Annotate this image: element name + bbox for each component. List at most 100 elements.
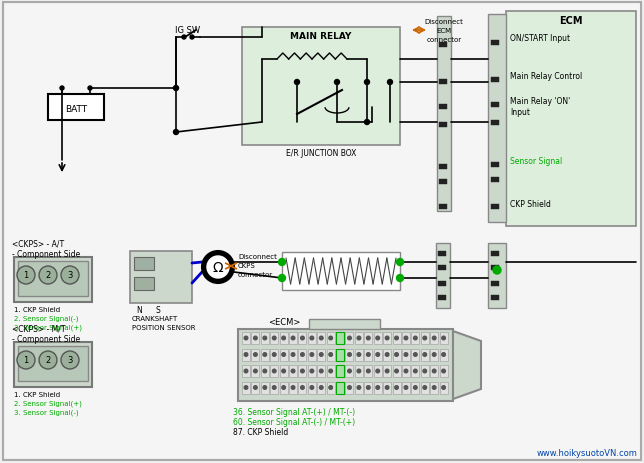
FancyBboxPatch shape	[402, 332, 410, 344]
Circle shape	[366, 337, 370, 340]
FancyBboxPatch shape	[289, 332, 297, 344]
Circle shape	[278, 259, 285, 266]
Text: Sensor Signal: Sensor Signal	[510, 156, 562, 166]
FancyBboxPatch shape	[336, 382, 344, 394]
FancyBboxPatch shape	[491, 41, 499, 46]
Circle shape	[385, 353, 389, 357]
FancyBboxPatch shape	[242, 349, 250, 361]
Circle shape	[404, 386, 408, 389]
FancyBboxPatch shape	[421, 332, 429, 344]
Circle shape	[17, 351, 35, 369]
FancyBboxPatch shape	[393, 332, 401, 344]
FancyBboxPatch shape	[393, 349, 401, 361]
Text: 2: 2	[45, 271, 51, 280]
Text: 1: 1	[23, 356, 28, 365]
FancyBboxPatch shape	[393, 365, 401, 377]
Circle shape	[173, 86, 178, 91]
Text: 36. Sensor Signal AT-(+) / MT-(-): 36. Sensor Signal AT-(+) / MT-(-)	[233, 407, 355, 416]
FancyBboxPatch shape	[402, 365, 410, 377]
FancyBboxPatch shape	[317, 382, 325, 394]
FancyBboxPatch shape	[402, 349, 410, 361]
FancyBboxPatch shape	[134, 257, 154, 270]
Circle shape	[294, 80, 299, 85]
Circle shape	[202, 251, 234, 283]
FancyBboxPatch shape	[336, 365, 344, 377]
FancyBboxPatch shape	[270, 332, 278, 344]
Circle shape	[310, 353, 314, 357]
Circle shape	[442, 353, 446, 357]
Text: 2. Sensor Signal(-): 2. Sensor Signal(-)	[14, 315, 79, 322]
Circle shape	[385, 369, 389, 373]
FancyBboxPatch shape	[251, 332, 260, 344]
FancyBboxPatch shape	[488, 15, 506, 223]
FancyBboxPatch shape	[430, 382, 438, 394]
FancyBboxPatch shape	[308, 382, 316, 394]
FancyBboxPatch shape	[317, 332, 325, 344]
Circle shape	[423, 337, 426, 340]
FancyBboxPatch shape	[289, 365, 297, 377]
FancyBboxPatch shape	[491, 78, 499, 83]
Circle shape	[291, 337, 295, 340]
Text: 2: 2	[45, 356, 51, 365]
Circle shape	[397, 275, 404, 282]
FancyBboxPatch shape	[14, 257, 92, 302]
FancyBboxPatch shape	[308, 332, 316, 344]
FancyBboxPatch shape	[251, 365, 260, 377]
FancyBboxPatch shape	[421, 365, 429, 377]
Circle shape	[413, 353, 417, 357]
Circle shape	[329, 386, 332, 389]
FancyBboxPatch shape	[298, 382, 307, 394]
Circle shape	[376, 337, 379, 340]
FancyBboxPatch shape	[355, 365, 363, 377]
Circle shape	[282, 386, 285, 389]
FancyBboxPatch shape	[355, 382, 363, 394]
FancyBboxPatch shape	[437, 17, 451, 212]
Text: 3. Sensor Signal(+): 3. Sensor Signal(+)	[14, 324, 82, 331]
FancyBboxPatch shape	[421, 349, 429, 361]
FancyBboxPatch shape	[430, 365, 438, 377]
Circle shape	[263, 386, 267, 389]
Circle shape	[413, 337, 417, 340]
Circle shape	[190, 36, 194, 40]
Circle shape	[329, 337, 332, 340]
Text: - Component Side: - Component Side	[12, 250, 80, 258]
Circle shape	[244, 353, 248, 357]
Circle shape	[244, 337, 248, 340]
Circle shape	[348, 337, 351, 340]
Text: 1. CKP Shield: 1. CKP Shield	[14, 307, 60, 313]
FancyBboxPatch shape	[242, 332, 250, 344]
FancyBboxPatch shape	[438, 265, 446, 270]
FancyBboxPatch shape	[365, 382, 372, 394]
FancyBboxPatch shape	[317, 349, 325, 361]
Circle shape	[39, 266, 57, 284]
FancyBboxPatch shape	[327, 365, 335, 377]
Circle shape	[493, 266, 501, 275]
Circle shape	[282, 353, 285, 357]
FancyBboxPatch shape	[355, 332, 363, 344]
Circle shape	[357, 337, 361, 340]
Circle shape	[301, 386, 304, 389]
Circle shape	[388, 80, 392, 85]
Text: 3: 3	[68, 356, 73, 365]
Circle shape	[329, 353, 332, 357]
FancyBboxPatch shape	[491, 178, 499, 182]
FancyBboxPatch shape	[491, 205, 499, 210]
Circle shape	[397, 259, 404, 266]
Circle shape	[432, 386, 436, 389]
Text: CRANKSHAFT: CRANKSHAFT	[132, 315, 178, 321]
FancyBboxPatch shape	[130, 251, 192, 303]
FancyBboxPatch shape	[336, 382, 344, 394]
FancyBboxPatch shape	[412, 349, 419, 361]
FancyBboxPatch shape	[270, 365, 278, 377]
FancyBboxPatch shape	[439, 80, 447, 85]
Circle shape	[432, 337, 436, 340]
FancyBboxPatch shape	[374, 382, 382, 394]
Circle shape	[338, 353, 342, 357]
FancyBboxPatch shape	[289, 349, 297, 361]
Text: Disconnect: Disconnect	[238, 253, 277, 259]
FancyBboxPatch shape	[491, 103, 499, 108]
Circle shape	[329, 369, 332, 373]
Circle shape	[254, 353, 257, 357]
FancyBboxPatch shape	[438, 251, 446, 257]
Circle shape	[334, 80, 339, 85]
